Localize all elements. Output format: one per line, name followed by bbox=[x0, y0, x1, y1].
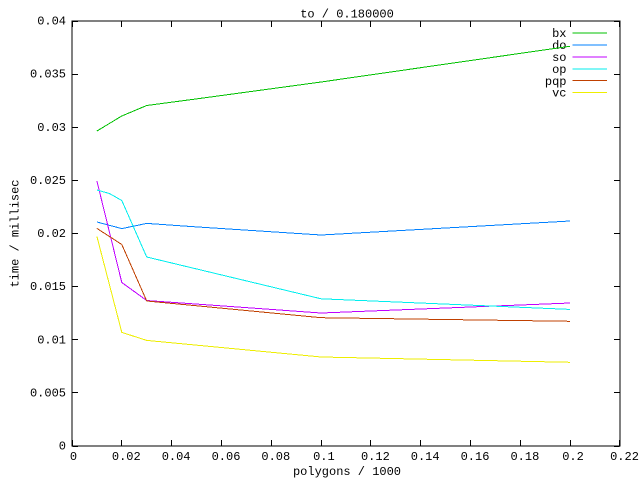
svg-text:so: so bbox=[552, 51, 566, 65]
svg-text:0.03: 0.03 bbox=[37, 121, 66, 135]
svg-text:0.12: 0.12 bbox=[361, 450, 390, 464]
svg-text:0.025: 0.025 bbox=[30, 174, 66, 188]
svg-text:0.02: 0.02 bbox=[37, 227, 66, 241]
svg-text:0.1: 0.1 bbox=[313, 450, 335, 464]
svg-text:0.035: 0.035 bbox=[30, 68, 66, 82]
svg-text:0.06: 0.06 bbox=[212, 450, 241, 464]
svg-text:op: op bbox=[552, 63, 566, 77]
svg-text:to / 0.180000: to / 0.180000 bbox=[300, 8, 394, 22]
svg-text:0.08: 0.08 bbox=[261, 450, 290, 464]
svg-text:bx: bx bbox=[552, 27, 566, 41]
svg-text:polygons / 1000: polygons / 1000 bbox=[293, 465, 401, 479]
svg-text:0.015: 0.015 bbox=[30, 280, 66, 294]
svg-text:0.04: 0.04 bbox=[162, 450, 191, 464]
svg-text:0.01: 0.01 bbox=[37, 333, 66, 347]
svg-text:0: 0 bbox=[70, 450, 77, 464]
svg-text:0.02: 0.02 bbox=[112, 450, 141, 464]
svg-text:vc: vc bbox=[552, 87, 566, 101]
svg-text:time / millisec: time / millisec bbox=[9, 179, 23, 287]
svg-text:0.2: 0.2 bbox=[562, 450, 584, 464]
svg-text:0.005: 0.005 bbox=[30, 387, 66, 401]
svg-text:0.14: 0.14 bbox=[411, 450, 440, 464]
svg-text:0.18: 0.18 bbox=[510, 450, 539, 464]
svg-text:0: 0 bbox=[59, 440, 66, 454]
svg-text:0.16: 0.16 bbox=[461, 450, 490, 464]
svg-text:0.04: 0.04 bbox=[37, 15, 66, 29]
svg-text:do: do bbox=[552, 39, 566, 53]
svg-text:0.22: 0.22 bbox=[610, 450, 639, 464]
svg-text:pqp: pqp bbox=[545, 75, 567, 89]
